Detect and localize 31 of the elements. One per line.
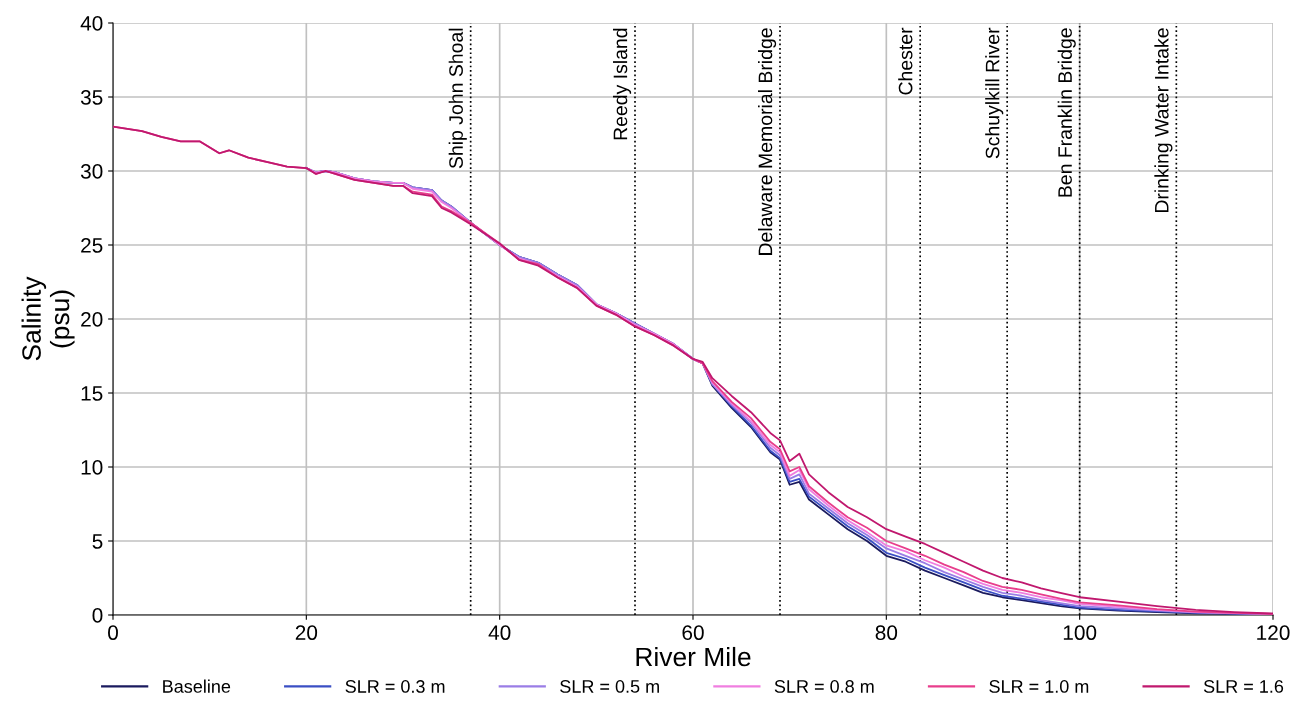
legend-label: SLR = 0.5 m [560, 680, 659, 693]
legend-label: SLR = 0.8 m [774, 680, 874, 693]
legend-label: SLR = 0.3 m [345, 680, 445, 693]
ref-line-label: Reedy Island [613, 28, 632, 140]
x-tick-label: 40 [488, 625, 511, 641]
x-tick-label: 0 [108, 625, 118, 641]
ref-line-label: Schuylkill River [985, 27, 1004, 159]
legend-label: SLR = 1.6 [1203, 680, 1284, 693]
y-axis-title: Salinity (psu) [21, 276, 75, 361]
y-tick-label: 15 [81, 386, 103, 401]
y-tick-label: 30 [80, 164, 103, 179]
y-tick-label: 0 [92, 608, 103, 623]
x-tick-label: 120 [1257, 625, 1290, 641]
x-tick-label: 60 [682, 625, 704, 641]
x-tick-label: 100 [1063, 625, 1097, 641]
y-tick-label: 25 [81, 238, 103, 253]
ref-line-label: Ben Franklin Bridge [1057, 28, 1076, 197]
y-tick-label: 20 [81, 312, 103, 327]
legend-label: Baseline [163, 679, 231, 693]
y-tick-label: 40 [80, 16, 103, 31]
y-tick-label: 5 [92, 534, 103, 549]
x-tick-label: 80 [875, 625, 898, 641]
ref-line-label: Ship John Shoal [448, 28, 467, 169]
x-axis-title: River Mile [636, 646, 751, 667]
ref-line-label: Chester [898, 27, 913, 95]
ref-line-label: Delaware Memorial Bridge [758, 28, 777, 255]
x-tick-label: 20 [295, 625, 318, 641]
y-tick-label: 35 [80, 90, 103, 105]
legend-label: SLR = 1.0 m [989, 680, 1089, 693]
y-tick-label: 10 [81, 460, 103, 475]
ref-line-label: Drinking Water Intake [1154, 28, 1173, 213]
